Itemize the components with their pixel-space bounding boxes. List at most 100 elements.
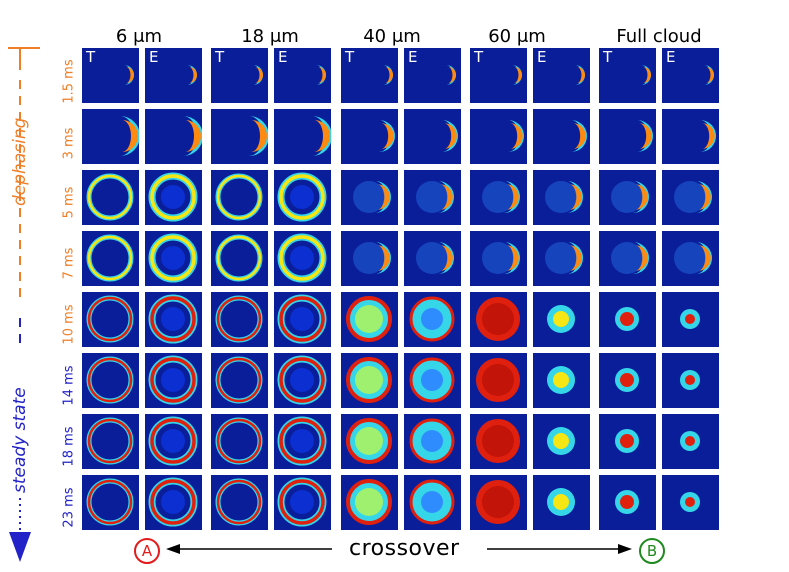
experiment-image-panel [144, 413, 203, 470]
theory-image-panel [598, 108, 657, 165]
row-time-label: 10 ms [60, 289, 78, 359]
false-color-density-image [404, 170, 461, 225]
row-time-label: 7 ms [60, 228, 78, 298]
false-color-density-image [274, 292, 331, 347]
false-color-density-image [599, 475, 656, 530]
false-color-density-image [599, 170, 656, 225]
experiment-image-panel [403, 352, 462, 409]
false-color-density-image [82, 292, 139, 347]
row-time-text: 7 ms [61, 247, 77, 279]
theory-image-panel: T [81, 47, 140, 104]
false-color-density-image [82, 48, 139, 103]
marker-b-label: B [646, 542, 658, 560]
experiment-image-panel [403, 230, 462, 287]
theory-image-panel: T [210, 47, 269, 104]
false-color-density-image [404, 353, 461, 408]
theory-tag: T [474, 48, 484, 66]
false-color-density-image [341, 109, 398, 164]
false-color-density-image [533, 475, 590, 530]
theory-image-panel [340, 108, 399, 165]
steady-state-label: steady state [10, 387, 30, 493]
false-color-density-image [599, 353, 656, 408]
theory-image-panel [469, 352, 528, 409]
experiment-tag: E [666, 48, 676, 66]
experiment-image-panel [273, 291, 332, 348]
experiment-image-panel [144, 352, 203, 409]
theory-image-panel [81, 291, 140, 348]
false-color-density-image [341, 292, 398, 347]
false-color-density-image [341, 353, 398, 408]
false-color-density-image [404, 475, 461, 530]
experiment-image-panel [532, 108, 591, 165]
experiment-image-panel [661, 291, 720, 348]
false-color-density-image [404, 109, 461, 164]
row-time-label: 18 ms [60, 411, 78, 481]
false-color-density-image [404, 48, 461, 103]
false-color-density-image [662, 475, 719, 530]
false-color-density-image [662, 170, 719, 225]
false-color-density-image [470, 109, 527, 164]
theory-image-panel [469, 230, 528, 287]
false-color-density-image [599, 109, 656, 164]
false-color-density-image [662, 414, 719, 469]
theory-image-panel [469, 291, 528, 348]
experiment-image-panel [661, 413, 720, 470]
theory-image-panel: T [598, 47, 657, 104]
theory-image-panel [81, 108, 140, 165]
false-color-density-image [145, 109, 202, 164]
theory-image-panel [81, 413, 140, 470]
false-color-density-image [82, 353, 139, 408]
false-color-density-image [145, 414, 202, 469]
theory-image-panel [598, 169, 657, 226]
theory-image-panel [210, 230, 269, 287]
false-color-density-image [404, 414, 461, 469]
row-time-label: 14 ms [60, 350, 78, 420]
theory-image-panel [469, 108, 528, 165]
theory-image-panel [210, 169, 269, 226]
experiment-image-panel [532, 413, 591, 470]
false-color-density-image [470, 414, 527, 469]
row-time-text: 1.5 ms [61, 58, 77, 104]
experiment-image-panel [532, 352, 591, 409]
false-color-density-image [82, 170, 139, 225]
theory-image-panel [210, 352, 269, 409]
theory-image-panel [210, 291, 269, 348]
false-color-density-image [274, 475, 331, 530]
false-color-density-image [341, 231, 398, 286]
column-title-full-cloud: Full cloud [616, 26, 702, 47]
false-color-density-image [145, 231, 202, 286]
false-color-density-image [662, 353, 719, 408]
false-color-density-image [145, 170, 202, 225]
false-color-density-image [599, 292, 656, 347]
row-time-label: 23 ms [60, 472, 78, 542]
theory-image-panel [598, 474, 657, 531]
false-color-density-image [470, 292, 527, 347]
column-title-6um: 6 μm [115, 26, 163, 47]
false-color-density-image [404, 292, 461, 347]
experiment-image-panel [403, 474, 462, 531]
false-color-density-image [470, 170, 527, 225]
experiment-image-panel [403, 108, 462, 165]
theory-image-panel [210, 108, 269, 165]
theory-image-panel [210, 474, 269, 531]
false-color-density-image [533, 414, 590, 469]
false-color-density-image [533, 353, 590, 408]
false-color-density-image [82, 475, 139, 530]
experiment-image-panel [661, 169, 720, 226]
experiment-image-panel [273, 474, 332, 531]
experiment-image-panel [661, 352, 720, 409]
theory-image-panel [81, 230, 140, 287]
experiment-image-panel [144, 291, 203, 348]
false-color-density-image [470, 48, 527, 103]
time-axis-arrow [8, 47, 40, 562]
theory-image-panel [340, 291, 399, 348]
false-color-density-image [470, 475, 527, 530]
experiment-image-panel [403, 169, 462, 226]
experiment-image-panel [532, 169, 591, 226]
false-color-density-image [145, 292, 202, 347]
row-time-text: 10 ms [61, 303, 77, 345]
experiment-image-panel [403, 413, 462, 470]
experiment-image-panel: E [144, 47, 203, 104]
false-color-density-image [274, 231, 331, 286]
experiment-image-panel [403, 291, 462, 348]
